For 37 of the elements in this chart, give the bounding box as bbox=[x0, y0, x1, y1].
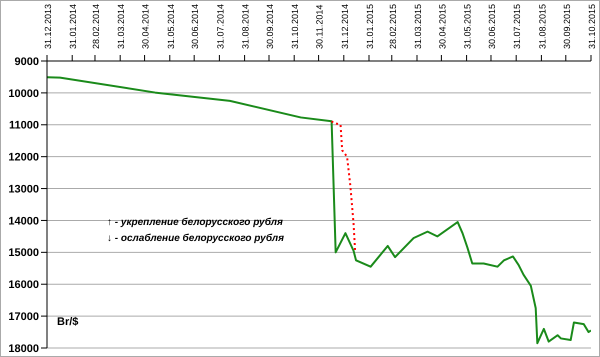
y-tick-label: 18000 bbox=[8, 342, 39, 355]
y-axis-title: Br/$ bbox=[57, 316, 78, 328]
x-tick-label: 28.02.2014 bbox=[90, 4, 101, 49]
annotation: ↓ - ослабление белорусского рубля bbox=[107, 233, 284, 244]
x-tick-label: 28.02.2015 bbox=[388, 4, 398, 49]
x-tick-label: 31.01.2014 bbox=[68, 4, 78, 49]
x-tick-label: 31.07.2014 bbox=[215, 4, 226, 49]
x-tick-label: 30.06.2015 bbox=[486, 4, 497, 49]
x-tick-label: 31.01.2015 bbox=[365, 4, 376, 49]
y-tick-label: 13000 bbox=[8, 183, 39, 196]
x-tick-label: 30.09.2015 bbox=[562, 4, 572, 49]
y-tick-label: 10000 bbox=[8, 88, 39, 100]
x-tick-label: 30.11.2014 bbox=[314, 4, 325, 49]
x-tick-label: 31.10.2014 bbox=[290, 4, 300, 49]
x-tick-label: 31.05.2015 bbox=[462, 4, 473, 49]
y-tick-label: 17000 bbox=[8, 311, 39, 324]
x-tick-label: 31.12.2013 bbox=[43, 4, 53, 49]
annotation: ↑ - укрепление белорусского рубля bbox=[107, 217, 283, 228]
x-tick-label: 31.12.2014 bbox=[340, 4, 350, 49]
y-tick-label: 14000 bbox=[8, 215, 39, 228]
x-tick-label: 31.05.2014 bbox=[166, 4, 176, 49]
y-tick-label: 12000 bbox=[8, 152, 39, 164]
x-tick-label: 30.09.2014 bbox=[264, 4, 275, 49]
x-tick-label: 31.10.2015 bbox=[587, 4, 597, 49]
x-tick-label: 31.08.2015 bbox=[537, 4, 548, 49]
x-tick-label: 30.04.2015 bbox=[437, 4, 448, 49]
x-tick-label: 31.08.2014 bbox=[240, 4, 251, 49]
x-tick-label: 31.03.2014 bbox=[116, 4, 126, 49]
y-tick-label: 15000 bbox=[8, 247, 39, 260]
x-tick-label: 31.07.2015 bbox=[512, 4, 522, 49]
y-tick-label: 11000 bbox=[9, 120, 39, 132]
y-tick-label: 9000 bbox=[14, 56, 39, 68]
line-series bbox=[47, 76, 591, 344]
x-tick-label: 31.03.2015 bbox=[412, 4, 423, 49]
y-tick-label: 16000 bbox=[8, 279, 39, 292]
x-tick-label: 30.06.2014 bbox=[190, 4, 200, 49]
x-tick-label: 30.04.2014 bbox=[140, 4, 151, 49]
